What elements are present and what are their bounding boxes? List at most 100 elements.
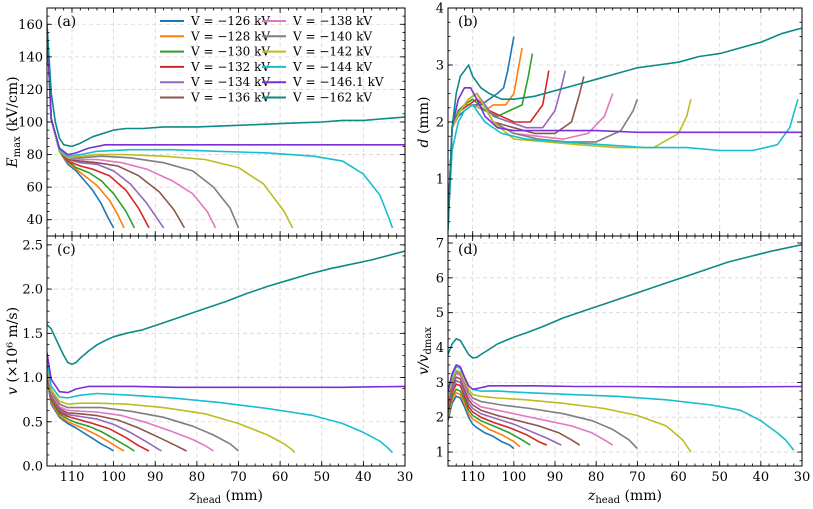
series-line-6	[448, 376, 581, 446]
series-group	[47, 250, 405, 454]
series-line-12	[47, 250, 405, 366]
panel-c: 110 100 90 80 70 60 50 40 30 0.0 0.5 1.0 1.5 2.0 2.5 (c…	[5, 235, 414, 506]
series-line-5	[448, 70, 567, 225]
series-line-9	[448, 369, 692, 453]
y-tick-label: 1	[436, 173, 444, 188]
x-tick-label: 90	[547, 470, 564, 485]
y-axis-label: Emax (kV/cm)	[5, 76, 23, 168]
y-tick-label: 3	[436, 376, 444, 391]
y-tick-label: 2.0	[22, 283, 43, 298]
series-line-3	[47, 27, 136, 229]
plot-frame	[447, 235, 803, 467]
y-axis-label-unit: (kV/cm)	[5, 76, 21, 136]
y-tick-label: 4	[436, 2, 444, 17]
legend-entry: V = −138 kV	[292, 14, 372, 28]
series-line-5	[448, 379, 562, 446]
series-line-12	[47, 24, 405, 148]
legend-entry: V = −134 kV	[190, 75, 270, 89]
x-axis-label-unit: (mm)	[221, 488, 263, 504]
y-tick-label: 2	[436, 116, 444, 131]
legend-entry: V = −140 kV	[292, 29, 372, 43]
panel-a: 40 60 80 100 120 140 160 (a) Emax (kV/cm)	[5, 7, 406, 237]
y-tick-label: 7	[436, 236, 444, 251]
plot-frame	[46, 235, 406, 467]
panel-label: (c)	[57, 242, 76, 258]
x-tick-label: 60	[670, 470, 687, 485]
series-line-3	[448, 388, 531, 446]
x-tick-label: 80	[189, 470, 206, 485]
x-tick-label: 40	[355, 470, 372, 485]
y-tick-label: 60	[26, 181, 43, 196]
panel-label: (a)	[57, 14, 76, 30]
series-line-10	[47, 27, 394, 229]
series-line-8	[47, 366, 240, 452]
series-line-4	[448, 383, 548, 446]
y-tick-label: 0.5	[22, 415, 43, 430]
series-line-9	[448, 92, 692, 225]
x-tick-label: 110	[60, 470, 85, 485]
y-tick-label: 1	[436, 446, 444, 461]
y-tick-label: 0.0	[22, 460, 43, 475]
legend-entry: V = −136 kV	[190, 91, 270, 105]
y-tick-label: 80	[26, 148, 43, 163]
y-tick-label: 4	[436, 341, 444, 356]
series-line-8	[448, 92, 639, 225]
x-tick-label: 40	[753, 470, 770, 485]
x-tick-label: 70	[629, 470, 646, 485]
y-tick-label: 2	[436, 411, 444, 426]
legend-entry: V = −132 kV	[190, 60, 270, 74]
y-axis-label-symbol: v	[5, 387, 21, 395]
series-line-8	[448, 371, 638, 450]
x-axis-label-subscript: head	[196, 495, 221, 506]
x-tick-label: 110	[460, 470, 485, 485]
y-axis-label-symbol: v/v	[416, 354, 432, 375]
y-tick-label: 1.0	[22, 371, 43, 386]
y-tick-label: 5	[436, 306, 444, 321]
y-tick-label: 6	[436, 271, 444, 286]
y-axis-label-subscript: max	[12, 136, 23, 157]
series-line-9	[47, 27, 294, 229]
y-axis-label-symbol: d	[416, 138, 432, 147]
series-line-2	[47, 27, 125, 229]
series-line-3	[448, 53, 534, 225]
legend-entry: V = −146.1 kV	[292, 75, 384, 89]
x-tick-label: 50	[711, 470, 728, 485]
series-line-1	[448, 395, 515, 450]
x-tick-label: 60	[272, 470, 289, 485]
series-line-9	[47, 364, 296, 454]
series-line-7	[448, 372, 614, 446]
x-axis-label-unit: (mm)	[620, 488, 662, 504]
y-axis-label-symbol: E	[5, 157, 21, 168]
x-tick-label: 100	[501, 470, 526, 485]
panel-b: 1 2 3 4 (b) d (mm)	[416, 2, 803, 237]
series-line-12	[448, 243, 802, 359]
series-line-4	[47, 373, 150, 452]
y-axis-label-subscript: dmax	[423, 327, 434, 355]
y-axis-label-unit: (×10⁶ m/s)	[5, 307, 21, 387]
series-line-10	[448, 98, 799, 225]
y-tick-label: 140	[18, 50, 43, 65]
series-line-3	[47, 375, 135, 452]
legend-entry: V = −130 kV	[190, 45, 270, 59]
series-line-10	[47, 359, 394, 454]
legend-entry: V = −142 kV	[292, 45, 372, 59]
x-tick-label: 90	[147, 470, 164, 485]
series-line-11	[448, 364, 802, 392]
y-tick-label: 160	[18, 18, 43, 33]
x-axis-label-subscript: head	[595, 495, 620, 506]
legend-entry: V = −162 kV	[292, 91, 372, 105]
x-axis-label: zhead (mm)	[188, 488, 263, 506]
series-line-11	[448, 87, 802, 225]
x-tick-label: 30	[794, 470, 811, 485]
legend-entry: V = −126 kV	[190, 14, 270, 28]
series-line-4	[448, 70, 550, 225]
x-tick-label: 100	[101, 470, 126, 485]
y-axis-label-unit: (mm)	[416, 97, 432, 139]
x-tick-label: 70	[230, 470, 247, 485]
x-tick-label: 30	[397, 470, 414, 485]
y-axis-label: v/vdmax	[416, 327, 434, 375]
series-line-7	[47, 368, 214, 452]
y-tick-label: 40	[26, 213, 43, 228]
x-axis-label-symbol: z	[188, 488, 197, 504]
